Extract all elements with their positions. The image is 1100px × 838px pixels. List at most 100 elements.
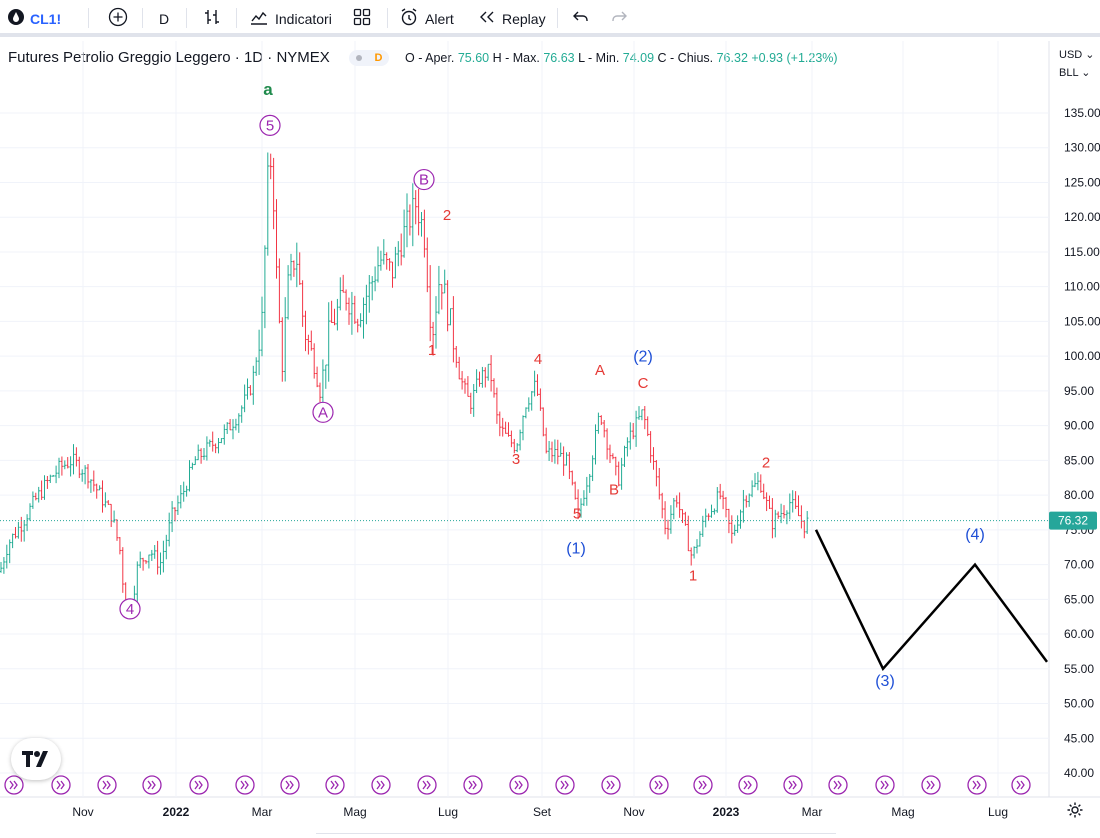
wave-label: 3 [512,451,520,468]
ohlc-bar [660,492,664,519]
event-arrow-icon [147,780,156,790]
ohlc-bar [739,509,742,529]
compare-button[interactable] [108,0,128,37]
ohlc-bar [478,371,481,387]
ohlc-bar [539,388,542,411]
wave-label-text: 1 [689,568,697,585]
gear-icon[interactable] [1066,801,1084,824]
ohlc-bar [597,412,600,434]
price-chart[interactable]: a 5 A B 4 2 1 4 3 5 A B C 1 2 (1) (2) (3) (4) 135.00 130.00… [0,41,1100,833]
ohlc-bar [301,280,304,327]
price-tick-label: 120.00 [1064,210,1100,224]
ohlc-bar [565,452,568,466]
ohlc-bar [321,359,325,408]
event-arrow-icon [698,780,707,790]
ohlc-bar [550,441,554,463]
ohlc-bar [692,546,696,559]
ohlc-bar [756,471,760,491]
ohlc-bar [2,557,6,574]
market-status-badge[interactable]: D [349,50,389,66]
ohlc-bar [107,500,110,505]
chart-legend-title[interactable]: Futures Petrolio Greggio Leggero · 1D · … [8,49,330,66]
ohlc-bar [721,490,725,510]
wave-label-text: A [595,362,605,379]
ohlc-bar [762,483,765,500]
ohlc-bar [278,258,281,324]
ohlc-bar [524,407,528,419]
ohlc-bar [40,480,43,500]
wave-label-text: (1) [566,540,586,557]
ohlc-bar [431,321,435,356]
tradingview-logo[interactable] [11,738,61,780]
ohlc-bar [330,300,333,323]
ohlc-bar [202,447,206,460]
undo-button[interactable] [572,0,590,37]
event-arrow-icon [9,780,18,790]
time-tick-label: Set [533,805,552,819]
ohlc-bar [623,445,626,468]
ohlc-bar [362,297,365,339]
ohlc-bar [60,456,64,476]
layouts-button[interactable] [353,0,371,37]
price-tick-label: 105.00 [1064,314,1100,328]
ohlc-bar [240,405,243,423]
event-arrow-icon [788,780,797,790]
event-arrow-icon [560,780,569,790]
wave-label-text: 5 [266,117,274,134]
time-axis[interactable]: Nov 2022 Mar Mag Lug Set Nov 2023 Mar Mag Lug [72,805,1008,819]
wave-label: 5 [573,506,581,523]
wave-label: B [609,481,619,498]
ohlc-bar [460,371,464,390]
ohlc-bar [78,456,81,479]
event-marker-circle [142,775,162,795]
event-marker [325,775,345,795]
ohlc-bar [109,503,113,528]
event-marker [601,775,621,795]
ohlc-bar [350,291,354,335]
ohlc-bar [382,239,386,265]
ohlc-bar [510,430,513,448]
market-status-label: D [374,52,383,64]
event-arrow-icon [743,780,752,790]
symbol-button[interactable]: CL1! [8,0,61,37]
market-dot-icon [355,55,362,61]
price-tick-label: 110.00 [1064,280,1100,294]
ohlc-bar [252,365,255,405]
event-marker [921,775,941,795]
event-arrow-icon [240,780,249,790]
event-arrow-icon [422,780,431,790]
ohlc-bar [521,415,525,441]
alert-button[interactable]: Alert [399,0,454,37]
event-arrow-icon [330,780,339,790]
event-arrow-icon [926,780,935,790]
ohlc-bar [34,492,38,501]
interval-label: D [159,10,170,27]
event-arrow-icon [972,780,981,790]
toolbar-divider [557,8,558,28]
wave-label-text: 2 [762,454,770,471]
indicators-button[interactable]: Indicatori [249,0,332,37]
wave-label: 2 [443,207,451,224]
ohlc-bar [469,392,473,414]
event-marker [738,775,758,795]
chart-type-button[interactable] [202,0,222,37]
wave-label: a [263,80,273,99]
ohlc-bar [176,495,180,515]
ohlc-bar [167,512,171,547]
ohlc-bar [159,552,162,575]
redo-button[interactable] [610,0,628,37]
price-axis[interactable]: 135.00 130.00 125.00 120.00 115.00 110.00 105.… [1064,106,1100,780]
ohlc-bar [341,274,345,293]
ohlc-bar [72,444,75,475]
currency-selector[interactable]: USD ⌄ BLL ⌄ [1059,46,1095,82]
ohlc-bar [434,296,438,349]
ohlc-bar [347,297,351,325]
wave-label-text: 3 [512,451,520,468]
ohlc-bar [562,446,565,476]
price-tick-label: 45.00 [1064,731,1094,745]
event-marker-circle [649,775,669,795]
replay-button[interactable]: Replay [478,0,546,37]
event-arrow-icon [514,780,523,790]
ohlc-bar [614,456,618,476]
interval-button[interactable]: D [159,0,169,37]
